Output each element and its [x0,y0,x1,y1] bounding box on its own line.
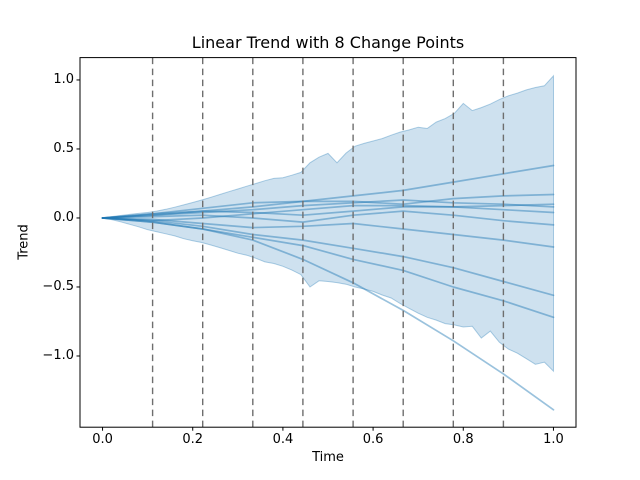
x-tick-label: 0.6 [362,432,384,447]
trend-sample-line [101,206,555,219]
x-tick-label: 0.0 [92,432,113,447]
x-tick-label: 1.0 [543,432,564,447]
x-tick-label: 0.2 [182,432,204,447]
trend-sample-line [101,199,555,219]
y-axis-label: Trend [16,224,32,260]
x-tick-label: 0.4 [272,432,294,447]
y-tick-label: 0.5 [53,140,74,156]
chart-title: Linear Trend with 8 Change Points [191,33,465,52]
trend-sample-line [101,217,555,319]
trend-sample-line [101,193,555,219]
plot-border [79,57,577,428]
trend-sample-line [101,217,555,297]
trend-sample-line [101,217,555,248]
trend-sample-line [101,203,555,222]
y-tick-label: −1.0 [42,347,74,363]
trend-sample-line [101,217,555,411]
y-tick-label: 0.0 [53,209,74,225]
x-axis-label: Time [312,450,344,465]
uncertainty-band [102,74,554,373]
y-tick-label: 1.0 [53,71,74,87]
trend-sample-line [101,164,555,219]
trend-sample-line [101,210,555,226]
x-tick-label: 0.8 [452,432,474,447]
y-tick-label: −0.5 [42,278,74,294]
